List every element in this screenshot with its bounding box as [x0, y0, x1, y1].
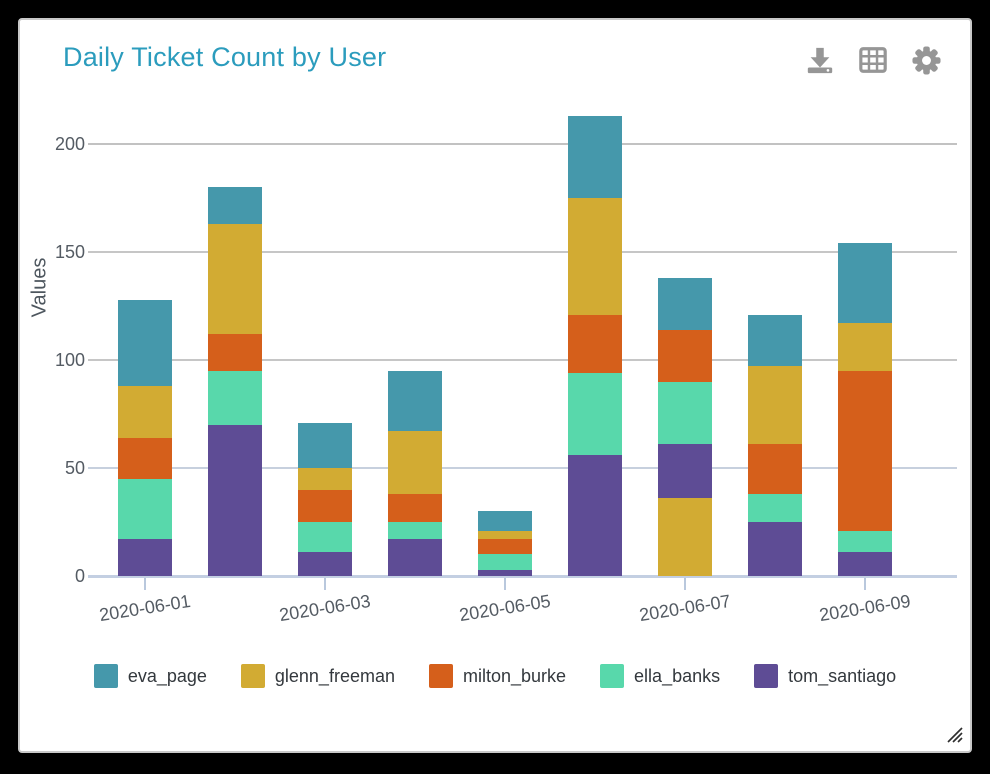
x-axis-tick [684, 578, 686, 590]
x-axis-tick [324, 578, 326, 590]
plot-area: 0 50 100 150 200 2020-06-01 2020-06-03 2020-06-… [20, 20, 970, 751]
y-tick-label-100: 100 [54, 350, 85, 370]
bar-segment-2020-06-02-glenn_freeman[interactable] [208, 223, 262, 335]
legend-item-ella_banks[interactable]: ella_banks [600, 664, 720, 688]
bar-segment-2020-06-06-milton_burke[interactable] [568, 314, 622, 373]
bar-segment-2020-06-02-ella_banks[interactable] [208, 370, 262, 425]
page-title: Daily Ticket Count by User [63, 42, 387, 72]
bar-segment-2020-06-03-eva_page[interactable] [298, 422, 352, 468]
x-tick-label-2020-06-03: 2020-06-03 [277, 590, 372, 626]
bar-segment-2020-06-04-eva_page[interactable] [388, 370, 442, 432]
y-tick-label-150: 150 [54, 242, 85, 262]
bar-segment-2020-06-02-tom_santiago[interactable] [208, 424, 262, 576]
x-axis-tick [864, 578, 866, 590]
legend-swatch-milton_burke [428, 664, 453, 688]
bar-segment-2020-06-05-tom_santiago[interactable] [478, 569, 532, 576]
x-axis-line [88, 575, 957, 578]
bar-segment-2020-06-01-eva_page[interactable] [118, 299, 172, 386]
bar-segment-2020-06-07-tom_santiago[interactable] [658, 444, 712, 499]
bar-segment-2020-06-03-milton_burke[interactable] [298, 489, 352, 522]
x-axis-tick [504, 578, 506, 590]
data-table-button[interactable] [857, 44, 889, 76]
bar-segment-2020-06-08-eva_page[interactable] [748, 314, 802, 367]
gridline-150 [88, 251, 957, 253]
bar-segment-2020-06-01-tom_santiago[interactable] [118, 539, 172, 576]
gridline-200 [88, 143, 957, 145]
legend-swatch-ella_banks [600, 664, 625, 688]
bar-segment-2020-06-05-eva_page[interactable] [478, 511, 532, 531]
legend: eva_page glenn_freeman milton_burke ella_ba… [20, 664, 970, 688]
bar-segment-2020-06-02-milton_burke[interactable] [208, 334, 262, 371]
bar-segment-2020-06-04-ella_banks[interactable] [388, 522, 442, 540]
x-tick-label-2020-06-05: 2020-06-05 [457, 590, 552, 626]
bar-segment-2020-06-06-ella_banks[interactable] [568, 372, 622, 456]
bar-segment-2020-06-09-milton_burke[interactable] [838, 370, 892, 531]
x-axis-tick [144, 578, 146, 590]
bar-segment-2020-06-04-milton_burke[interactable] [388, 493, 442, 522]
legend-item-eva_page[interactable]: eva_page [93, 664, 207, 688]
download-icon [807, 47, 833, 74]
bar-segment-2020-06-09-tom_santiago[interactable] [838, 552, 892, 576]
y-tick-label-0: 0 [74, 566, 85, 586]
bar-segment-2020-06-04-glenn_freeman[interactable] [388, 431, 442, 494]
resize-handle-icon[interactable] [946, 726, 963, 748]
table-icon [859, 47, 887, 73]
bar-segment-2020-06-03-tom_santiago[interactable] [298, 552, 352, 576]
download-button[interactable] [804, 44, 836, 76]
bar-segment-2020-06-08-glenn_freeman[interactable] [748, 366, 802, 445]
bar-segment-2020-06-03-glenn_freeman[interactable] [298, 468, 352, 490]
bar-segment-2020-06-03-ella_banks[interactable] [298, 522, 352, 553]
bar-segment-2020-06-07-milton_burke[interactable] [658, 329, 712, 382]
legend-label: milton_burke [462, 665, 567, 686]
bar-segment-2020-06-06-eva_page[interactable] [568, 115, 622, 198]
bar-segment-2020-06-06-glenn_freeman[interactable] [568, 198, 622, 315]
bar-segment-2020-06-01-ella_banks[interactable] [118, 478, 172, 540]
legend-item-glenn_freeman[interactable]: glenn_freeman [240, 664, 395, 688]
bar-segment-2020-06-07-eva_page[interactable] [658, 277, 712, 330]
chart-panel: Daily Ticket Count by User [18, 18, 972, 753]
bar-segment-2020-06-09-ella_banks[interactable] [838, 530, 892, 553]
bar-segment-2020-06-04-tom_santiago[interactable] [388, 539, 442, 576]
legend-swatch-tom_santiago [754, 664, 779, 688]
bar-segment-2020-06-07-ella_banks[interactable] [658, 381, 712, 445]
bar-segment-2020-06-08-tom_santiago[interactable] [748, 522, 802, 576]
y-tick-label-200: 200 [54, 134, 85, 154]
legend-swatch-glenn_freeman [240, 664, 265, 688]
bar-segment-2020-06-08-milton_burke[interactable] [748, 444, 802, 494]
legend-label: ella_banks [634, 665, 721, 686]
gridline-100 [88, 359, 957, 361]
x-tick-label-2020-06-07: 2020-06-07 [637, 590, 732, 626]
bar-segment-2020-06-05-ella_banks[interactable] [478, 554, 532, 570]
bar-segment-2020-06-01-milton_burke[interactable] [118, 437, 172, 479]
gridline-50 [88, 467, 957, 469]
legend-swatch-eva_page [93, 664, 118, 688]
bar-segment-2020-06-01-glenn_freeman[interactable] [118, 385, 172, 438]
settings-gear-icon [911, 45, 941, 75]
x-tick-label-2020-06-09: 2020-06-09 [817, 590, 912, 626]
legend-item-milton_burke[interactable]: milton_burke [428, 664, 567, 688]
bar-segment-2020-06-08-ella_banks[interactable] [748, 493, 802, 522]
legend-label: glenn_freeman [274, 665, 395, 686]
bar-segment-2020-06-02-eva_page[interactable] [208, 187, 262, 224]
bar-segment-2020-06-09-glenn_freeman[interactable] [838, 323, 892, 371]
x-tick-label-2020-06-01: 2020-06-01 [97, 590, 192, 626]
y-tick-label-50: 50 [64, 458, 85, 478]
bar-segment-2020-06-05-glenn_freeman[interactable] [478, 530, 532, 540]
legend-label: tom_santiago [788, 665, 897, 686]
legend-label: eva_page [127, 665, 207, 686]
bar-segment-2020-06-07-glenn_freeman[interactable] [658, 498, 712, 576]
legend-item-tom_santiago[interactable]: tom_santiago [754, 664, 896, 688]
bar-segment-2020-06-06-tom_santiago[interactable] [568, 455, 622, 576]
bar-segment-2020-06-05-milton_burke[interactable] [478, 539, 532, 555]
settings-button[interactable] [910, 44, 942, 76]
bar-segment-2020-06-09-eva_page[interactable] [838, 243, 892, 324]
toolbar [804, 44, 942, 76]
